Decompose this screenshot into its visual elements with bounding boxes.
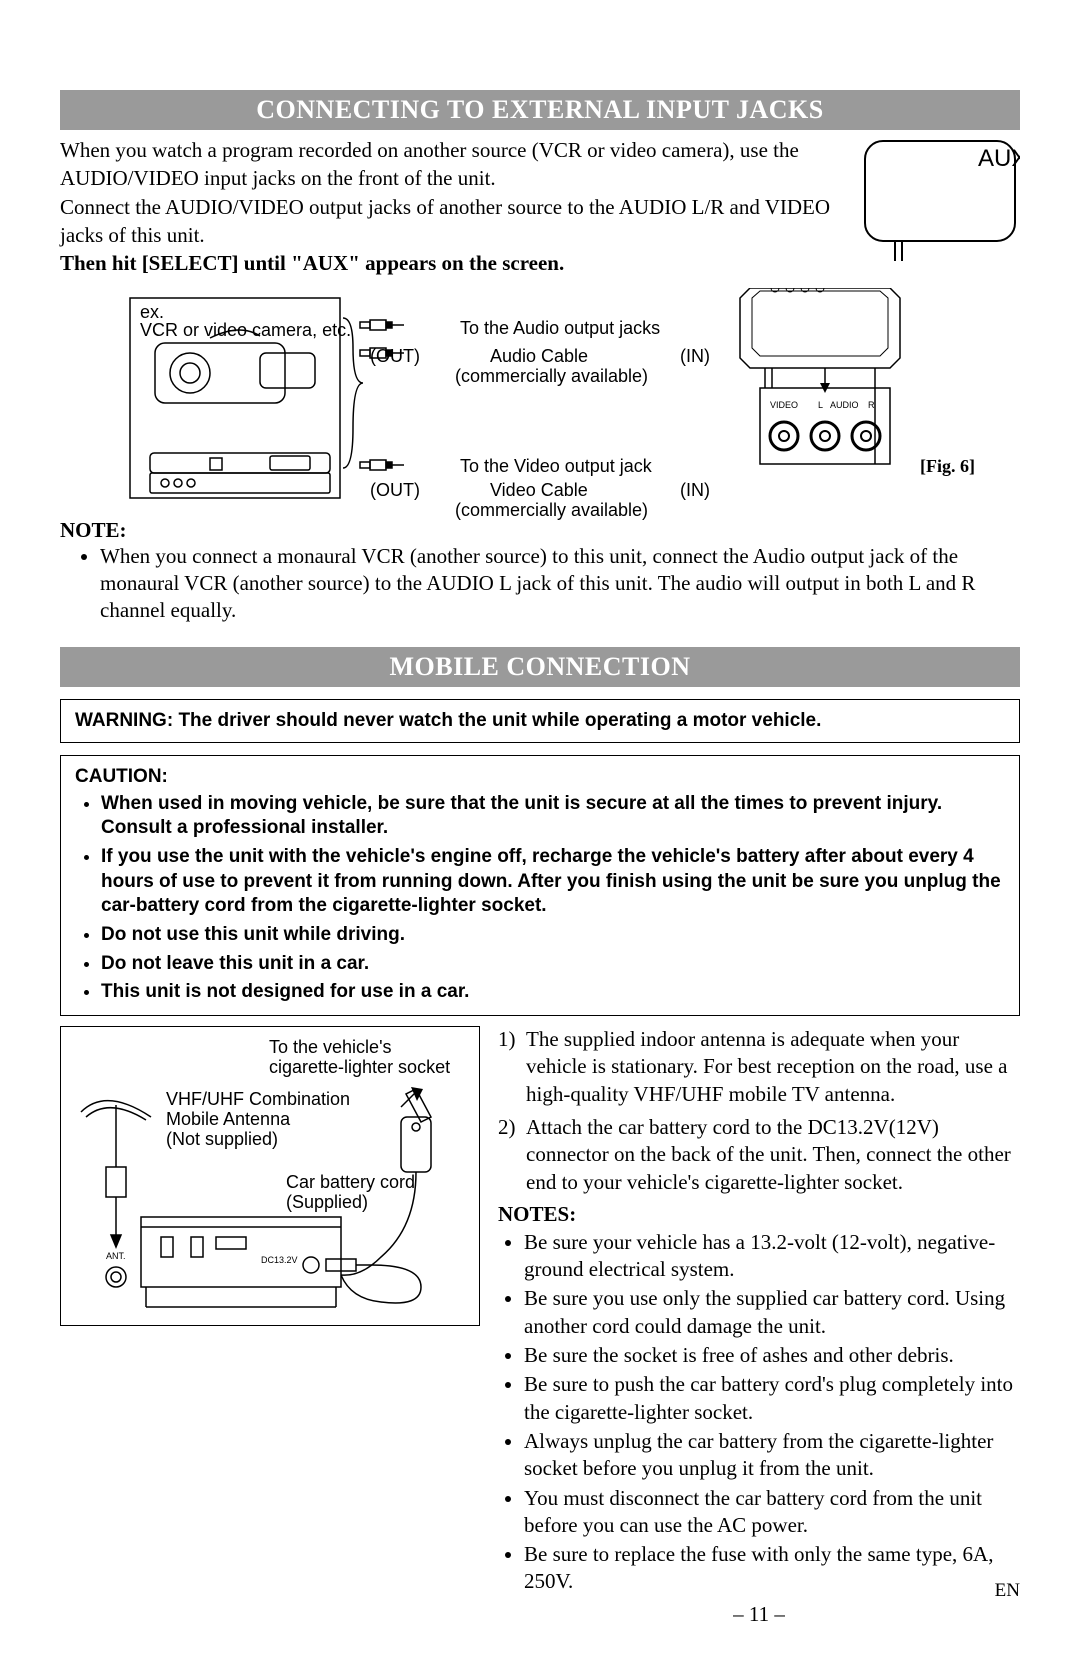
caution-label: CAUTION: [75,766,1005,788]
unit-back-icon [106,1217,341,1307]
ant-label3: (Not supplied) [166,1129,278,1151]
jack-r-label: R [868,400,875,411]
notes-item: Be sure the socket is free of ashes and … [524,1342,1020,1369]
warning-text: The driver should never watch the unit w… [178,710,821,731]
caution-list: When used in moving vehicle, be sure tha… [75,792,1005,1006]
page-footer: – 11 – EN [498,1602,1020,1627]
intro-p3: Then hit [SELECT] until "AUX" appears on… [60,249,840,277]
section1-header: CONNECTING TO EXTERNAL INPUT JACKS [60,90,1020,130]
mobile-right-col: 1) The supplied indoor antenna is adequa… [498,1026,1020,1627]
vcr-label: VCR or video camera, etc. [140,320,351,342]
warning-label: WARNING: [75,710,173,731]
cord-label1: Car battery cord [286,1172,415,1194]
caution-box: CAUTION: When used in moving vehicle, be… [60,755,1020,1017]
mobile-fig: To the vehicle's cigarette-lighter socke… [60,1026,480,1326]
cig-label2: cigarette-lighter socket [269,1057,450,1079]
page-number: – 11 – [733,1602,785,1626]
step-1: 1) The supplied indoor antenna is adequa… [498,1026,1020,1108]
out-label-2: (OUT) [370,480,420,502]
step-2: 2) Attach the car battery cord to the DC… [498,1114,1020,1196]
notes-item: Always unplug the car battery from the c… [524,1428,1020,1483]
caution-item: Do not use this unit while driving. [101,923,1005,948]
caution-item: Do not leave this unit in a car. [101,952,1005,977]
notes-item: You must disconnect the car battery cord… [524,1485,1020,1540]
caution-item: When used in moving vehicle, be sure tha… [101,792,1005,841]
dc-small: DC13.2V [261,1255,298,1266]
video-out-label: To the Video output jack [460,456,652,478]
notes-item: Be sure to push the car battery cord's p… [524,1371,1020,1426]
cig-label1: To the vehicle's [269,1037,392,1059]
note-item: When you connect a monaural VCR (another… [100,543,1020,625]
avail-label-1: (commercially available) [455,366,648,388]
jack-video-label: VIDEO [770,400,798,411]
fig-label: [Fig. 6] [920,456,975,478]
tv-illustration [740,288,900,464]
avail-label-2: (commercially available) [455,500,648,522]
jack-l-label: L [818,400,823,411]
aux-display: AUX [860,136,1020,266]
ant-label2: Mobile Antenna [166,1109,290,1131]
aux-text: AUX [978,145,1020,172]
ant-small: ANT. [106,1251,126,1262]
note-heading: NOTE: [60,518,1020,543]
in-label-1: (IN) [680,346,710,368]
lang-label: EN [995,1580,1020,1602]
ant-label1: VHF/UHF Combination [166,1089,350,1111]
audio-cable-label: Audio Cable [490,346,588,368]
notes-list: Be sure your vehicle has a 13.2-volt (12… [498,1229,1020,1596]
section2-header: MOBILE CONNECTION [60,647,1020,687]
caution-item: If you use the unit with the vehicle's e… [101,845,1005,919]
notes-item: Be sure you use only the supplied car ba… [524,1285,1020,1340]
video-cable-label: Video Cable [490,480,588,502]
notes-item: Be sure your vehicle has a 13.2-volt (12… [524,1229,1020,1284]
in-label-2: (IN) [680,480,710,502]
video-plug-icon [360,460,404,470]
audio-out-label: To the Audio output jacks [460,318,660,340]
caution-item: This unit is not designed for use in a c… [101,980,1005,1005]
out-label-1: (OUT) [370,346,420,368]
notes-item: Be sure to replace the fuse with only th… [524,1541,1020,1596]
jack-audio-label: AUDIO [830,400,859,411]
intro-p1: When you watch a program recorded on ano… [60,136,840,193]
note-list: When you connect a monaural VCR (another… [60,543,1020,625]
warning-box: WARNING: The driver should never watch t… [60,699,1020,743]
fig6-block: ex. VCR or video camera, etc. To the Aud… [60,288,1020,518]
intro-p2: Connect the AUDIO/VIDEO output jacks of … [60,193,840,250]
notes-heading: NOTES: [498,1202,1020,1227]
cord-label2: (Supplied) [286,1192,368,1214]
